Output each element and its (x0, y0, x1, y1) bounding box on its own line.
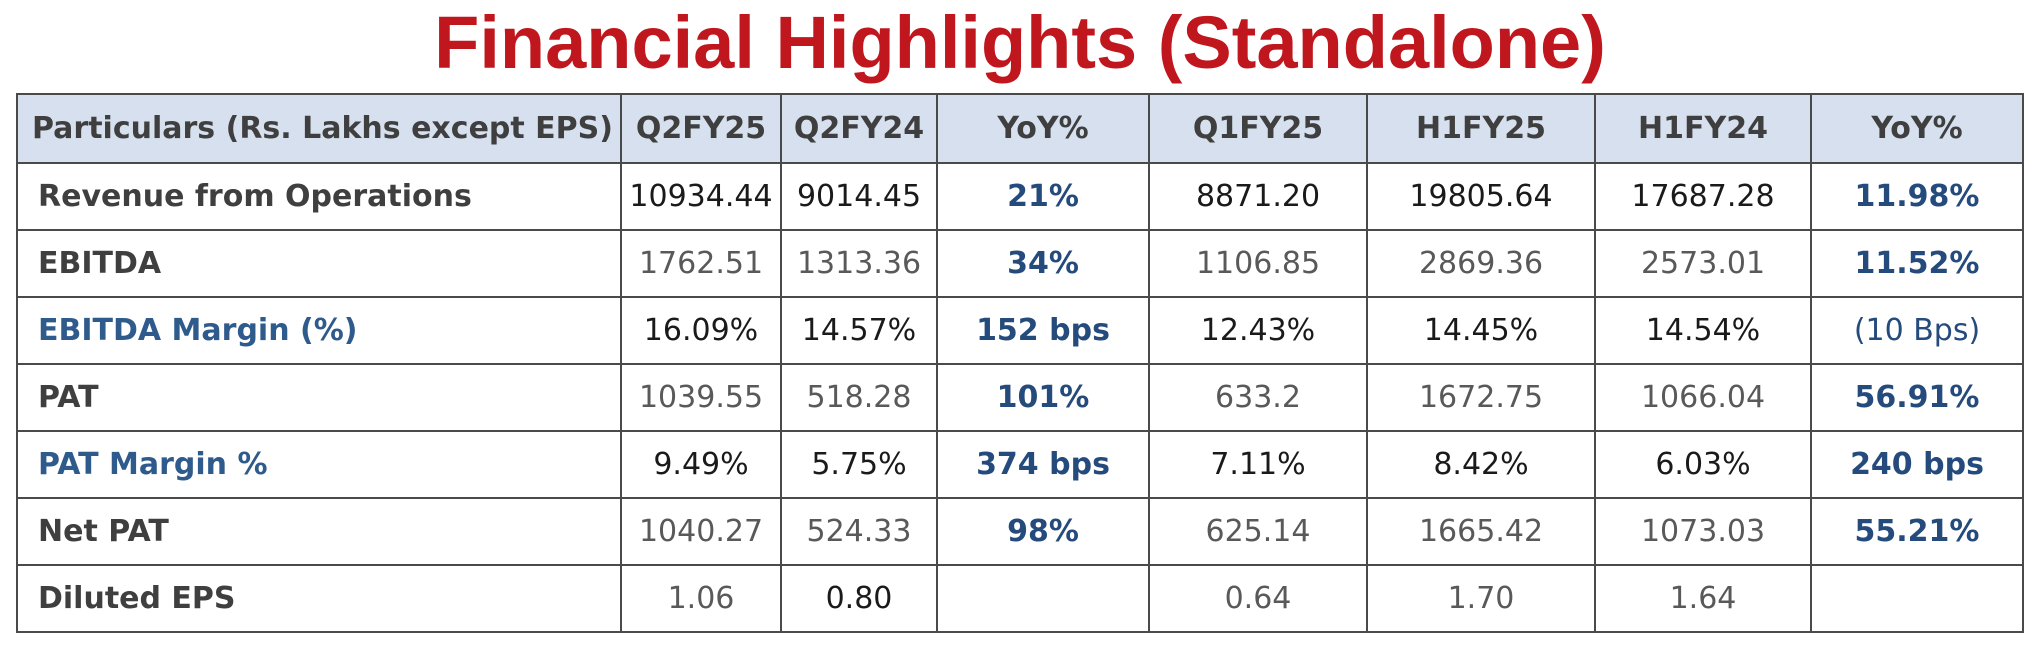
cell-h1fy25: 1665.42 (1366, 497, 1596, 566)
cell-q2fy24: 9014.45 (780, 162, 938, 231)
cell-yoy-quarter: 21% (936, 162, 1150, 231)
cell-h1fy25: 19805.64 (1366, 162, 1596, 231)
financial-highlights-table: Particulars (Rs. Lakhs except EPS) Q2FY2… (16, 93, 2024, 633)
cell-h1fy24: 1073.03 (1594, 497, 1812, 566)
column-header-q2fy24: Q2FY24 (780, 93, 938, 164)
column-header-q1fy25: Q1FY25 (1148, 93, 1368, 164)
cell-h1fy24: 1.64 (1594, 564, 1812, 633)
table-row-ebitda: EBITDA 1762.51 1313.36 34% 1106.85 2869.… (16, 229, 2024, 298)
column-header-particulars: Particulars (Rs. Lakhs except EPS) (16, 93, 622, 164)
cell-q2fy25: 9.49% (620, 430, 782, 499)
cell-yoy-quarter: 98% (936, 497, 1150, 566)
cell-q1fy25: 625.14 (1148, 497, 1368, 566)
cell-q2fy25: 1039.55 (620, 363, 782, 432)
cell-yoy-half: 11.98% (1810, 162, 2024, 231)
column-header-yoy-quarter: YoY% (936, 93, 1150, 164)
cell-yoy-quarter: 374 bps (936, 430, 1150, 499)
cell-h1fy25: 1672.75 (1366, 363, 1596, 432)
column-header-h1fy25: H1FY25 (1366, 93, 1596, 164)
cell-yoy-half: 11.52% (1810, 229, 2024, 298)
column-header-yoy-half: YoY% (1810, 93, 2024, 164)
row-label: PAT (16, 363, 622, 432)
cell-q1fy25: 12.43% (1148, 296, 1368, 365)
cell-h1fy24: 14.54% (1594, 296, 1812, 365)
table-row-net-pat: Net PAT 1040.27 524.33 98% 625.14 1665.4… (16, 497, 2024, 566)
cell-q2fy24: 1313.36 (780, 229, 938, 298)
cell-q1fy25: 7.11% (1148, 430, 1368, 499)
row-label: Revenue from Operations (16, 162, 622, 231)
cell-h1fy25: 8.42% (1366, 430, 1596, 499)
cell-q2fy24: 524.33 (780, 497, 938, 566)
cell-q2fy24: 14.57% (780, 296, 938, 365)
table-row-ebitda-margin: EBITDA Margin (%) 16.09% 14.57% 152 bps … (16, 296, 2024, 365)
cell-q2fy25: 10934.44 (620, 162, 782, 231)
cell-h1fy25: 14.45% (1366, 296, 1596, 365)
row-label: Diluted EPS (16, 564, 622, 633)
cell-h1fy25: 2869.36 (1366, 229, 1596, 298)
cell-yoy-quarter (936, 564, 1150, 633)
cell-yoy-quarter: 34% (936, 229, 1150, 298)
cell-h1fy24: 2573.01 (1594, 229, 1812, 298)
cell-yoy-half: 240 bps (1810, 430, 2024, 499)
page-title: Financial Highlights (Standalone) (434, 1, 1606, 84)
table-row-diluted-eps: Diluted EPS 1.06 0.80 0.64 1.70 1.64 (16, 564, 2024, 633)
cell-q2fy25: 1040.27 (620, 497, 782, 566)
row-label: EBITDA Margin (%) (16, 296, 622, 365)
row-label: PAT Margin % (16, 430, 622, 499)
cell-q1fy25: 0.64 (1148, 564, 1368, 633)
cell-q1fy25: 633.2 (1148, 363, 1368, 432)
column-header-q2fy25: Q2FY25 (620, 93, 782, 164)
cell-q1fy25: 1106.85 (1148, 229, 1368, 298)
cell-yoy-half: 55.21% (1810, 497, 2024, 566)
column-header-h1fy24: H1FY24 (1594, 93, 1812, 164)
cell-h1fy24: 1066.04 (1594, 363, 1812, 432)
cell-h1fy24: 6.03% (1594, 430, 1812, 499)
row-label: Net PAT (16, 497, 622, 566)
cell-h1fy25: 1.70 (1366, 564, 1596, 633)
cell-yoy-quarter: 152 bps (936, 296, 1150, 365)
cell-h1fy24: 17687.28 (1594, 162, 1812, 231)
cell-q1fy25: 8871.20 (1148, 162, 1368, 231)
table-row-pat-margin: PAT Margin % 9.49% 5.75% 374 bps 7.11% 8… (16, 430, 2024, 499)
table-header-row: Particulars (Rs. Lakhs except EPS) Q2FY2… (16, 93, 2024, 164)
cell-yoy-half: 56.91% (1810, 363, 2024, 432)
cell-yoy-half (1810, 564, 2024, 633)
table-row-revenue: Revenue from Operations 10934.44 9014.45… (16, 162, 2024, 231)
cell-q2fy25: 1.06 (620, 564, 782, 633)
cell-yoy-half: (10 Bps) (1810, 296, 2024, 365)
cell-q2fy25: 1762.51 (620, 229, 782, 298)
cell-q2fy25: 16.09% (620, 296, 782, 365)
row-label: EBITDA (16, 229, 622, 298)
cell-yoy-quarter: 101% (936, 363, 1150, 432)
cell-q2fy24: 5.75% (780, 430, 938, 499)
table-row-pat: PAT 1039.55 518.28 101% 633.2 1672.75 10… (16, 363, 2024, 432)
cell-q2fy24: 0.80 (780, 564, 938, 633)
cell-q2fy24: 518.28 (780, 363, 938, 432)
